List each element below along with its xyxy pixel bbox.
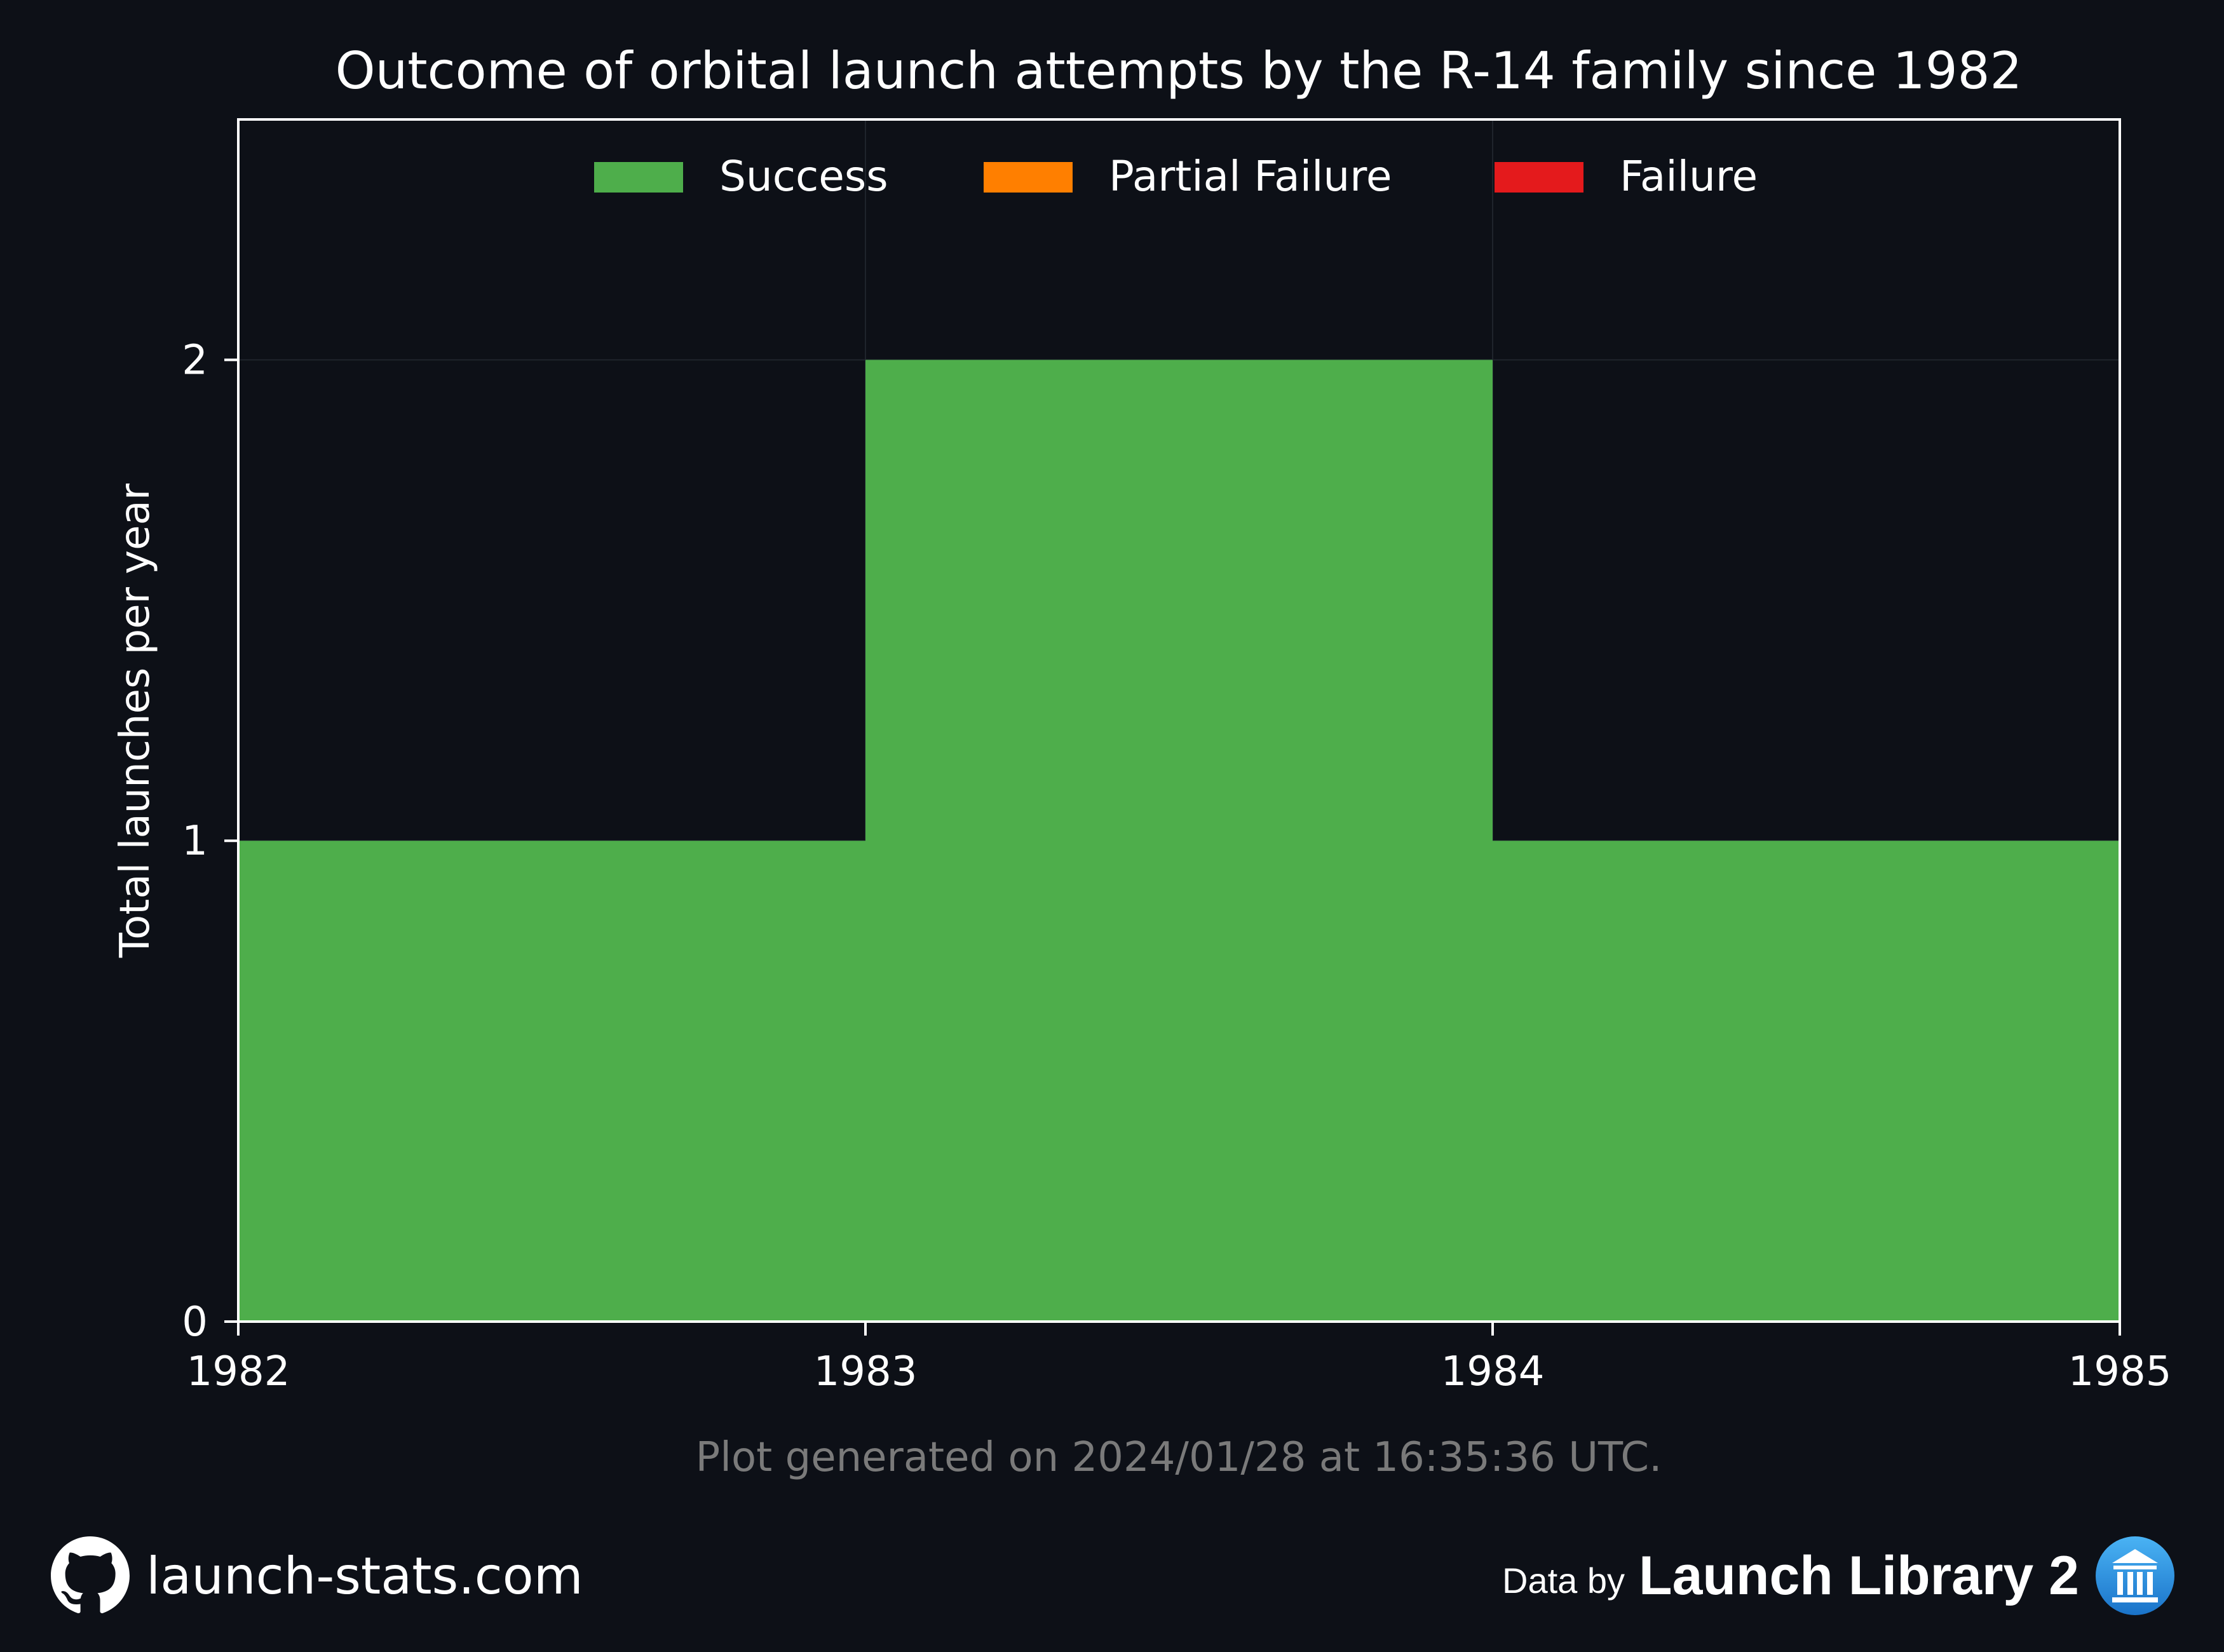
y-tick-label: 0 [182,1299,208,1346]
legend[interactable]: Success Partial Failure Failure [594,152,1758,201]
plot-frame [237,118,2121,1323]
x-axis: 1982 1983 1984 1985 [187,1322,2172,1395]
x-tick-label: 1985 [2068,1348,2172,1395]
x-tick-label: 1982 [187,1348,290,1395]
x-tick-label: 1984 [1441,1348,1545,1395]
launch-library-logo-icon [2096,1536,2174,1615]
legend-label-success[interactable]: Success [719,152,888,201]
legend-label-failure[interactable]: Failure [1620,152,1758,201]
legend-swatch-success [594,162,683,193]
source-name[interactable]: Launch Library 2 [1639,1545,2079,1606]
site-link[interactable]: launch-stats.com [146,1546,583,1606]
y-axis: 0 1 2 [182,337,238,1346]
footer-site[interactable]: launch-stats.com [51,1534,583,1617]
y-tick-label: 2 [182,337,208,384]
x-tick-label: 1983 [814,1348,918,1395]
y-axis-label: Total launches per year [112,483,159,958]
generated-note: Plot generated on 2024/01/28 at 16:35:36… [696,1434,1662,1481]
y-tick-label: 1 [182,818,208,865]
legend-swatch-partial-failure [984,162,1073,193]
legend-label-partial-failure[interactable]: Partial Failure [1109,152,1392,201]
footer-source[interactable]: Data by Launch Library 2 [1502,1534,2176,1617]
github-icon [51,1536,130,1613]
area-success [238,360,2120,1322]
areas [238,360,2120,1322]
legend-swatch-failure [1495,162,1583,193]
data-by-label: Data by [1502,1560,1625,1601]
chart-title: Outcome of orbital launch attempts by th… [336,41,2023,100]
